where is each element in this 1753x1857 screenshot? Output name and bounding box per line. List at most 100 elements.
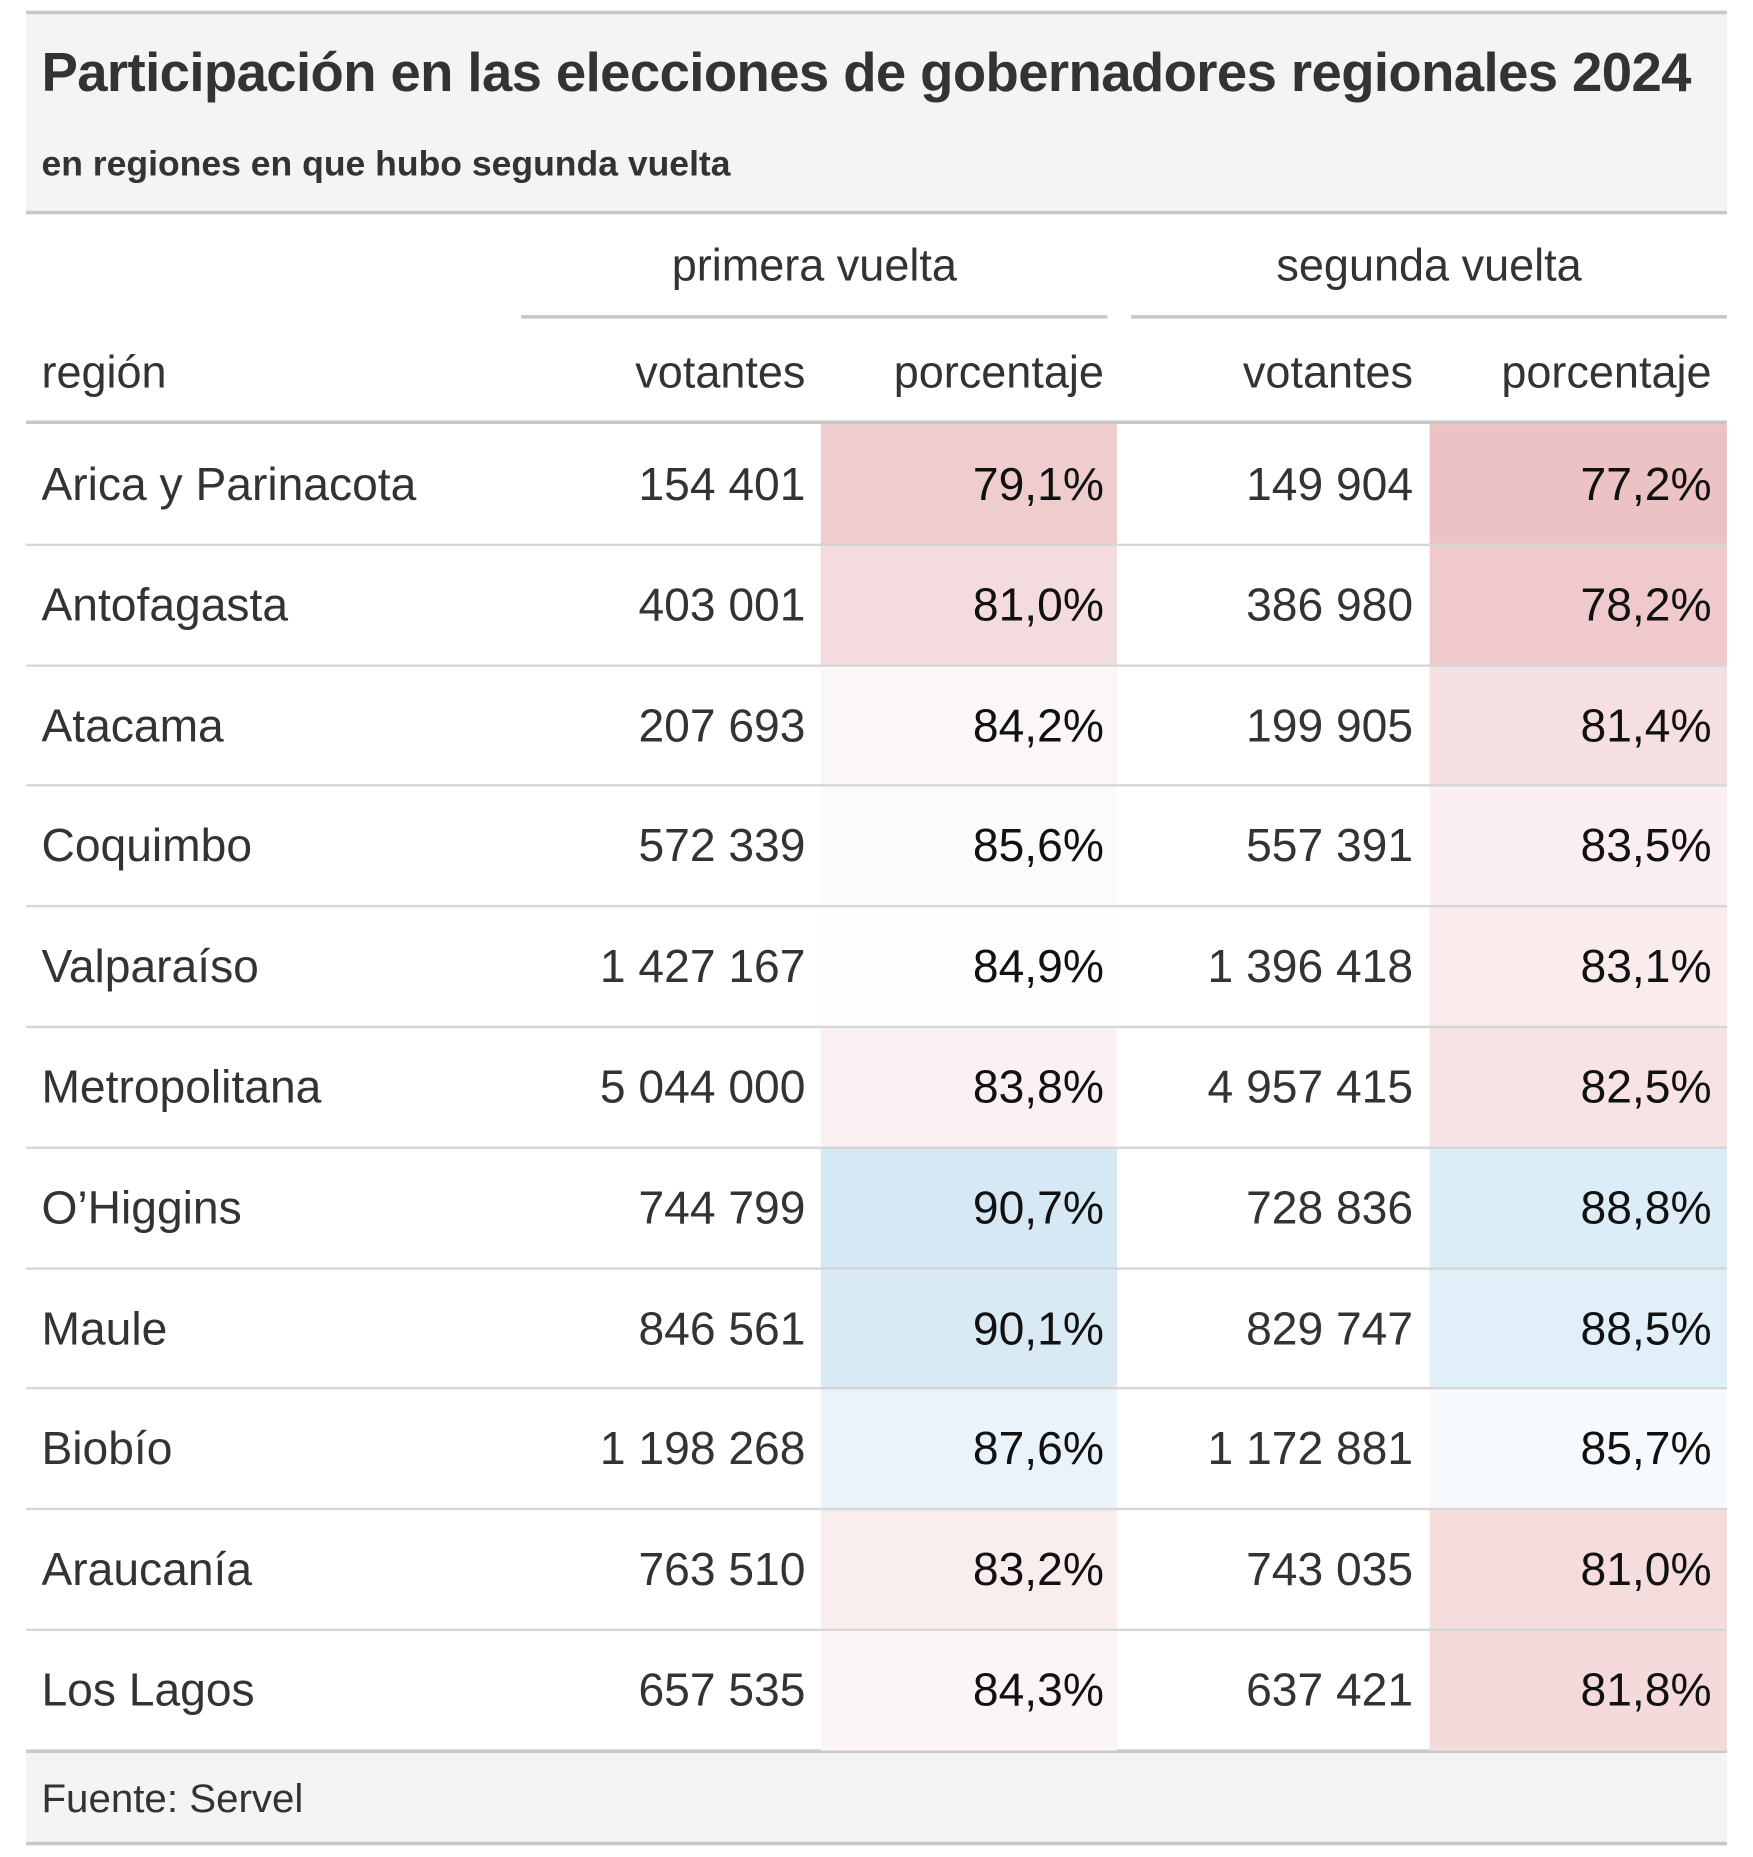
row-separator (26, 1025, 1727, 1029)
cell-value: 84,2% (972, 700, 1104, 752)
cell-value: 4 957 415 (1207, 1062, 1414, 1114)
column-rule (26, 420, 1727, 425)
region-name: Arica y Parinacota (41, 459, 417, 511)
row-separator (26, 664, 1727, 667)
cell-value: 83,1% (1580, 941, 1712, 993)
percent-cell (820, 1509, 1117, 1630)
cell-value: 81,8% (1580, 1665, 1712, 1717)
cell-value: 90,7% (972, 1183, 1104, 1234)
cell-value: 83,5% (1580, 821, 1712, 873)
cell-value: 199 905 (1246, 700, 1414, 752)
cell-value: 403 001 (638, 580, 806, 632)
header-rule (26, 210, 1727, 215)
percent-cell (1429, 424, 1727, 545)
cell-value: 728 836 (1246, 1183, 1414, 1234)
spanner-label: segunda vuelta (1276, 241, 1582, 292)
cell-value: 83,2% (972, 1544, 1104, 1596)
percent-cell (820, 1147, 1117, 1269)
cell-value: 85,7% (1580, 1424, 1712, 1476)
cell-value: 637 421 (1246, 1665, 1414, 1717)
source-note: Fuente: Servel (41, 1776, 304, 1822)
cell-value: 743 035 (1246, 1544, 1414, 1596)
cell-value: 1 172 881 (1207, 1424, 1414, 1476)
region-name: Valparaíso (41, 941, 259, 993)
spanner-rule (521, 315, 1108, 319)
percent-cell (1429, 544, 1727, 666)
cell-value: 90,1% (972, 1303, 1104, 1355)
cell-value: 572 339 (638, 821, 806, 873)
cell-value: 84,3% (972, 1665, 1104, 1717)
percent-cell (1429, 1147, 1727, 1269)
percent-cell (820, 1268, 1117, 1389)
cell-value: 81,0% (972, 580, 1104, 632)
percent-cell (820, 665, 1117, 786)
cell-value: 77,2% (1580, 459, 1712, 511)
percent-cell (820, 544, 1117, 666)
column-label: porcentaje (893, 348, 1104, 398)
cell-value: 154 401 (638, 459, 806, 511)
row-separator (26, 1628, 1727, 1632)
cell-value: 78,2% (1580, 580, 1712, 632)
percent-cell (820, 1388, 1117, 1510)
cell-value: 88,5% (1580, 1303, 1712, 1355)
percent-cell (820, 906, 1117, 1027)
subtitle: en regiones en que hubo segunda vuelta (41, 144, 731, 184)
row-separator (26, 543, 1727, 546)
region-name: Metropolitana (41, 1062, 322, 1114)
percent-cell (1429, 785, 1727, 907)
cell-value: 829 747 (1246, 1303, 1414, 1355)
percent-cell (1429, 1268, 1727, 1389)
cell-value: 84,9% (972, 941, 1104, 993)
cell-value: 744 799 (638, 1183, 806, 1234)
column-label: votantes (635, 348, 806, 398)
region-name: O’Higgins (41, 1183, 242, 1234)
region-name: Antofagasta (41, 580, 289, 632)
cell-value: 88,8% (1580, 1183, 1712, 1234)
column-label: porcentaje (1501, 348, 1712, 398)
percent-cell (820, 424, 1117, 545)
region-name: Araucanía (41, 1544, 253, 1596)
cell-value: 87,6% (972, 1424, 1104, 1476)
top-rule (26, 10, 1727, 15)
row-separator (26, 784, 1727, 787)
percent-cell (820, 1026, 1117, 1148)
spanner-rule (1131, 315, 1727, 319)
percent-cell (1429, 906, 1727, 1027)
percent-cell (1429, 665, 1727, 786)
region-name: Atacama (41, 700, 224, 752)
bottom-rule (26, 1841, 1727, 1846)
percent-cell (1429, 1388, 1727, 1510)
cell-value: 1 427 167 (599, 941, 806, 993)
percent-cell (1429, 1026, 1727, 1148)
title: Participación en las elecciones de gober… (41, 41, 1691, 104)
cell-value: 657 535 (638, 1665, 806, 1717)
cell-value: 79,1% (972, 459, 1104, 511)
region-name: Los Lagos (41, 1665, 255, 1717)
cell-value: 1 198 268 (599, 1424, 806, 1476)
cell-value: 5 044 000 (599, 1062, 806, 1114)
cell-value: 81,4% (1580, 700, 1712, 752)
row-separator (26, 1387, 1727, 1390)
cell-value: 763 510 (638, 1544, 806, 1596)
header-background (26, 11, 1727, 214)
column-label: votantes (1242, 348, 1414, 398)
cell-value: 85,6% (972, 821, 1104, 873)
region-name: Maule (41, 1303, 168, 1355)
footer-rule (26, 1749, 1727, 1754)
cell-value: 83,8% (972, 1062, 1104, 1114)
cell-value: 82,5% (1580, 1062, 1712, 1114)
percent-cell (1429, 1509, 1727, 1630)
cell-value: 557 391 (1246, 821, 1414, 873)
region-name: Biobío (41, 1424, 173, 1476)
footer-background (26, 1751, 1727, 1844)
row-separator (26, 1146, 1727, 1149)
cell-value: 846 561 (638, 1303, 806, 1355)
percent-cell (820, 1629, 1117, 1751)
region-name: Coquimbo (41, 821, 253, 873)
percent-cell (820, 785, 1117, 907)
column-label: región (41, 348, 167, 398)
cell-value: 81,0% (1580, 1544, 1712, 1596)
cell-value: 386 980 (1246, 580, 1414, 632)
cell-value: 207 693 (638, 700, 806, 752)
